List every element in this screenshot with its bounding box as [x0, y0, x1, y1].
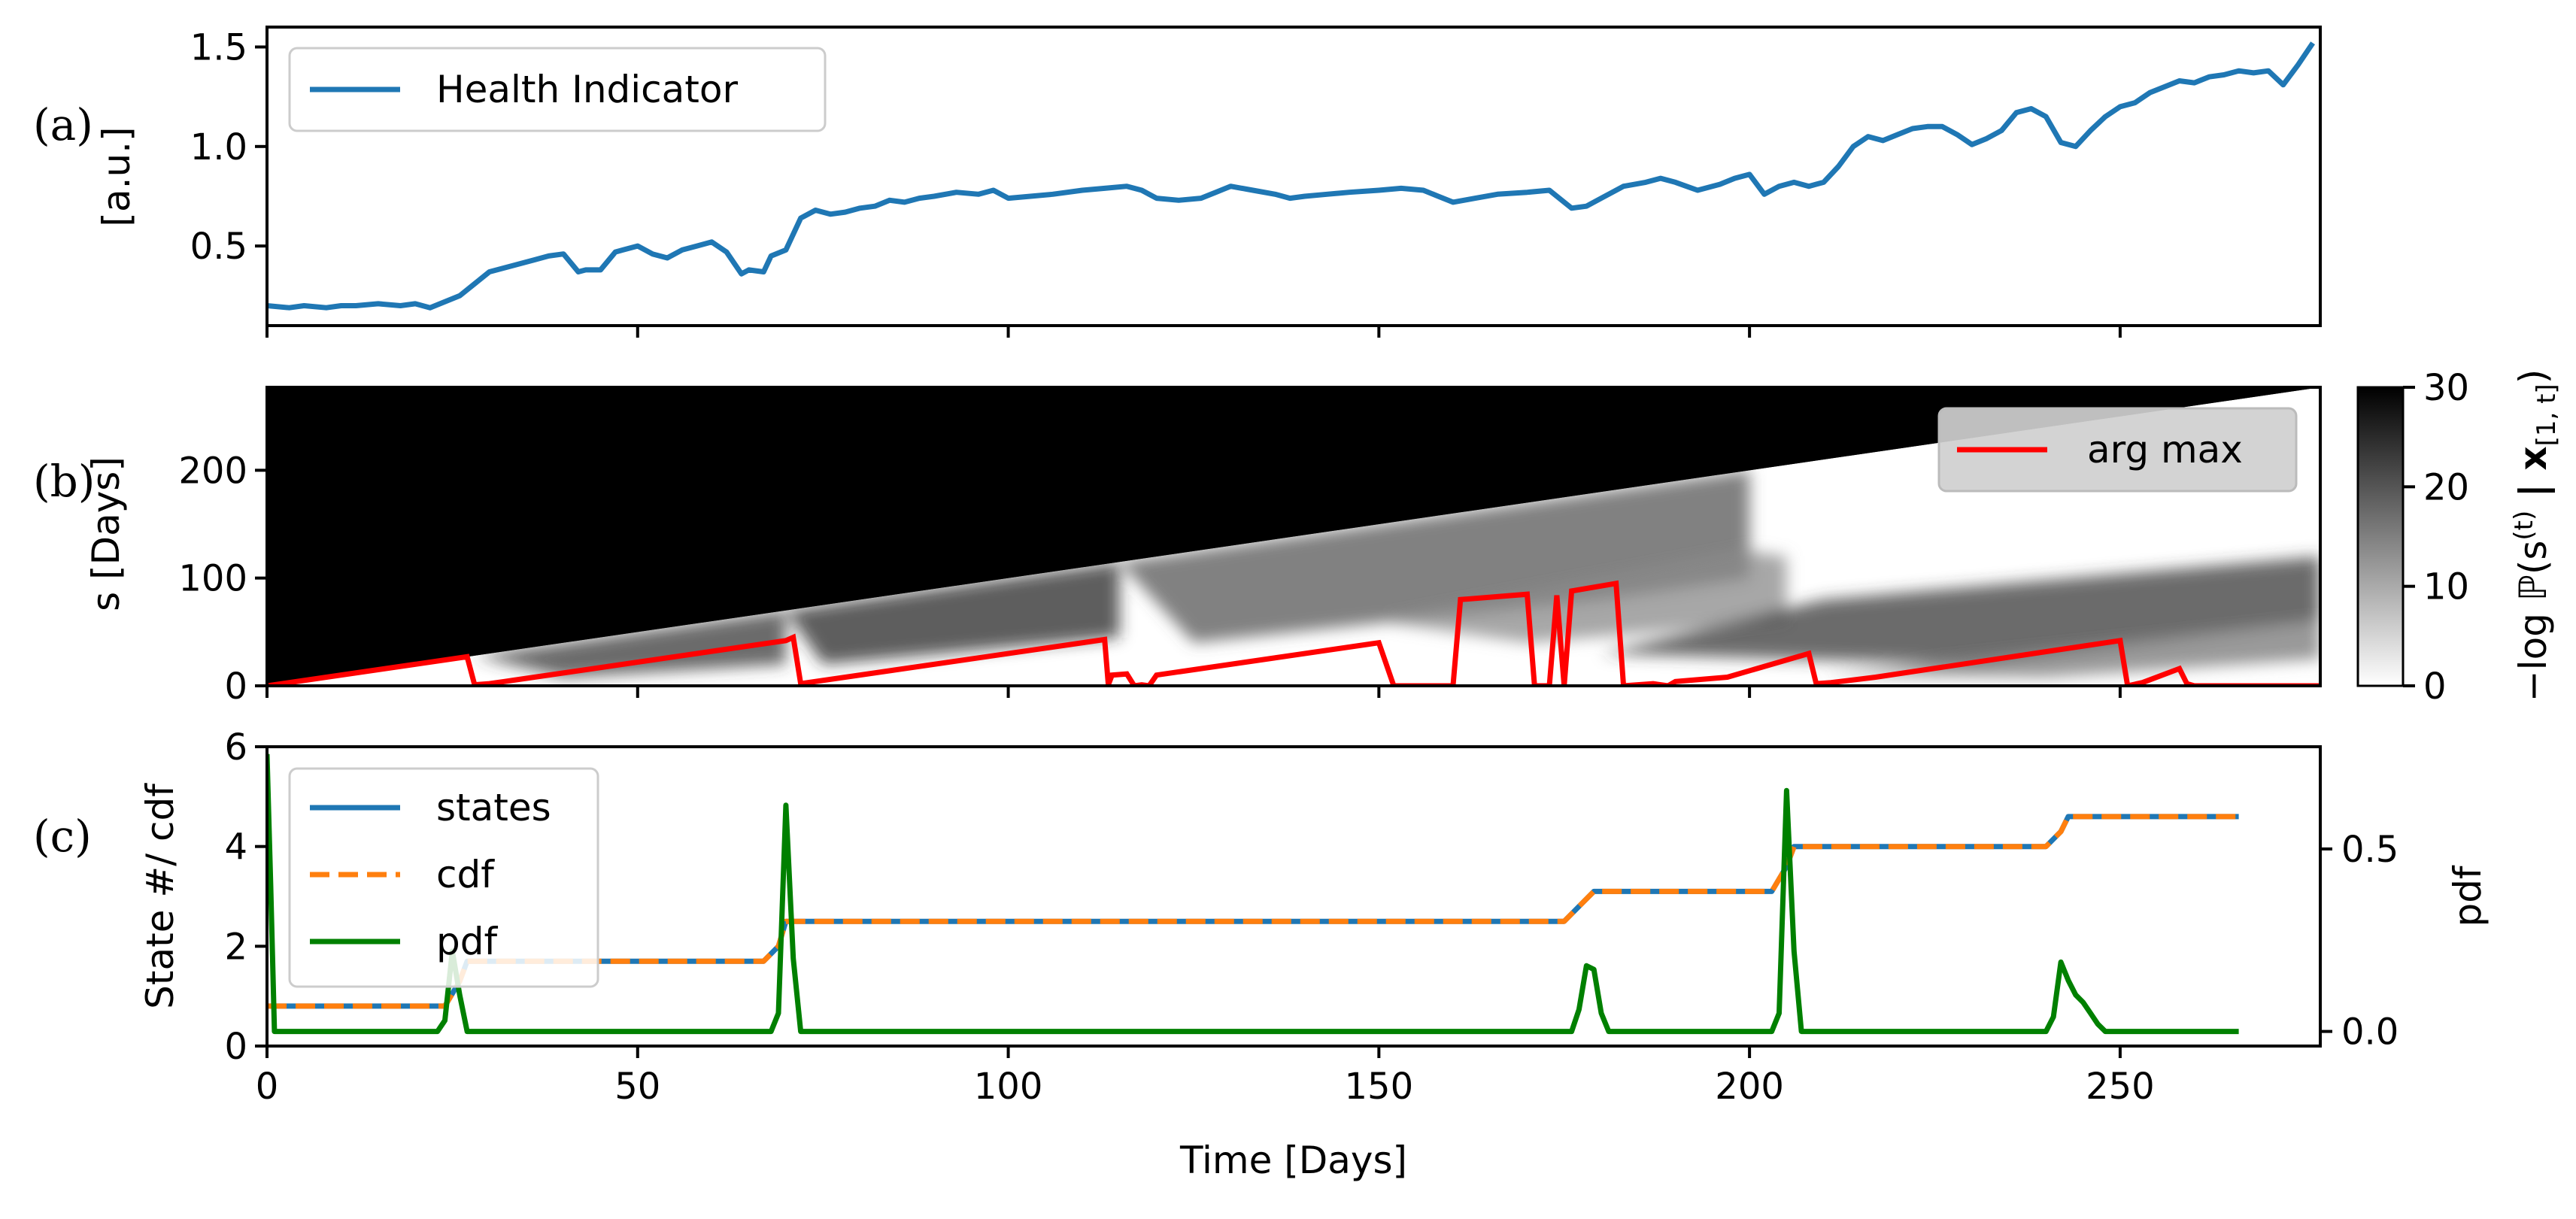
colorbar: 0 10 20 30 −log ℙ(s(t) | x[1, t])	[2356, 367, 2562, 708]
heatmap-band	[1379, 550, 1787, 643]
panel-b-frame	[265, 386, 2322, 687]
panel-a-legend: Health Indicator	[288, 47, 827, 132]
heatmap-upper-edge	[267, 387, 2320, 686]
series-health-indicator	[267, 41, 2315, 311]
panel-a-frame	[265, 26, 2322, 327]
panel-b-tag: (b)	[33, 456, 95, 507]
panel-c-xtick-label: 250	[2086, 1066, 2155, 1108]
colorbar-label: −log ℙ(s(t) | x[1, t])	[2509, 369, 2562, 702]
legend-cdf: cdf	[436, 853, 495, 896]
panel-c-ytick-label: 2	[224, 926, 247, 968]
panel-c-xlabel: Time [Days]	[1179, 1139, 1407, 1182]
heatmap	[267, 387, 2320, 686]
panel-a-ylabel: [a.u.]	[95, 126, 138, 226]
panel-c-xtick-label: 100	[974, 1066, 1043, 1108]
panel-b: 0 100 200 s [Days] (b) arg max 0 10 20 30 −lo…	[33, 367, 2562, 708]
panel-c-ytick-label: 4	[224, 826, 247, 869]
panel-b-legend: arg max	[1937, 407, 2298, 493]
legend-pdf: pdf	[436, 920, 498, 963]
panel-c-xtick-label: 200	[1715, 1066, 1784, 1108]
colorbar-tick-label: 0	[2423, 666, 2447, 708]
panel-a-tag: (a)	[33, 99, 93, 150]
panel-a: 0.5 1.0 1.5 [a.u.] (a) Health Indicator	[33, 26, 2322, 338]
panel-b-ylabel: s [Days]	[84, 456, 128, 611]
panel-c-ytick-right-label: 0.5	[2341, 829, 2399, 871]
legend-health-indicator: Health Indicator	[436, 68, 738, 111]
heatmap-band	[474, 610, 786, 678]
panel-a-ytick-label: 0.5	[190, 226, 247, 268]
panel-a-ytick-label: 1.5	[190, 26, 247, 68]
panel-b-ytick-label: 0	[224, 666, 247, 708]
heatmap-band	[785, 562, 1120, 665]
panel-b-ytick-label: 100	[178, 558, 247, 600]
heatmap-band	[1601, 556, 2320, 665]
series-arg-max	[267, 580, 2320, 686]
panel-c-ylabel: State #/ cdf	[138, 783, 182, 1009]
panel-c-xtick-label: 150	[1345, 1066, 1414, 1108]
panel-b-ytick-label: 200	[178, 450, 247, 492]
panel-c-frame	[265, 745, 2322, 1048]
colorbar-gradient	[2356, 386, 2405, 687]
panel-c-tag: (c)	[33, 811, 92, 862]
legend-states: states	[436, 786, 551, 829]
panel-c-legend: states cdf pdf	[288, 767, 599, 988]
panel-c-ytick-label: 6	[224, 726, 247, 769]
colorbar-tick-label: 20	[2423, 466, 2469, 508]
colorbar-tick-label: 30	[2423, 367, 2469, 409]
legend-arg-max: arg max	[2087, 428, 2243, 472]
panel-c-xtick-label: 0	[256, 1066, 279, 1108]
panel-c: 0 2 4 6 0.0 0.5 0 50 100 150 200 250 State #/ cdf…	[33, 726, 2490, 1182]
panel-c-ytick-right-label: 0.0	[2341, 1011, 2399, 1054]
panel-c-ylabel-right: pdf	[2446, 865, 2490, 926]
panel-c-xtick-label: 50	[614, 1066, 660, 1108]
colorbar-tick-label: 10	[2423, 566, 2469, 608]
panel-a-ytick-label: 1.0	[190, 126, 247, 168]
panel-c-ytick-label: 0	[224, 1026, 247, 1068]
